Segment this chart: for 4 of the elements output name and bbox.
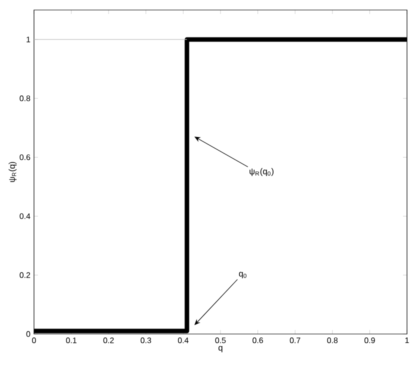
annotation: q$_{0}$ <box>238 272 246 278</box>
y-axis-title: ψ$_{R}$(q) <box>8 162 17 182</box>
x-axis-title: q <box>218 346 222 352</box>
annotation: ψ$_{R}$(q$_{0}$) <box>250 168 274 176</box>
